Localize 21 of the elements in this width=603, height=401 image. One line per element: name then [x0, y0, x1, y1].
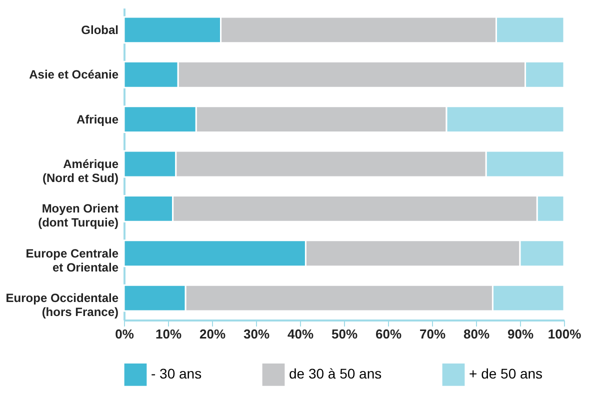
x-tick-label: 20%	[199, 326, 226, 342]
legend-label: + de 50 ans	[469, 366, 543, 382]
x-tick-label: 40%	[287, 326, 314, 342]
y-tick-label: Europe Centrale et Orientale	[26, 246, 119, 274]
x-tick-label: 50%	[331, 326, 358, 342]
x-tick-label: 90%	[507, 326, 534, 342]
x-tick-label: 10%	[155, 326, 182, 342]
x-tick-label: 80%	[463, 326, 490, 342]
y-tick-label: Asie et Océanie	[29, 68, 119, 82]
x-tick-label: 60%	[375, 326, 402, 342]
y-tick-label: Amérique (Nord et Sud)	[42, 157, 119, 185]
y-tick-label: Global	[81, 22, 118, 37]
x-tick-label: 0%	[115, 326, 134, 342]
y-tick-label: Europe Occidentale (hors France)	[6, 291, 119, 320]
x-tick-label: 100%	[548, 326, 582, 342]
legend-label: - 30 ans	[151, 366, 202, 382]
legend-label: de 30 à 50 ans	[289, 366, 382, 382]
x-tick-label: 70%	[419, 326, 446, 342]
y-tick-label: Afrique	[76, 112, 119, 126]
y-tick-label: Moyen Orient (dont Turquie)	[38, 202, 118, 230]
x-tick-label: 30%	[243, 326, 270, 342]
